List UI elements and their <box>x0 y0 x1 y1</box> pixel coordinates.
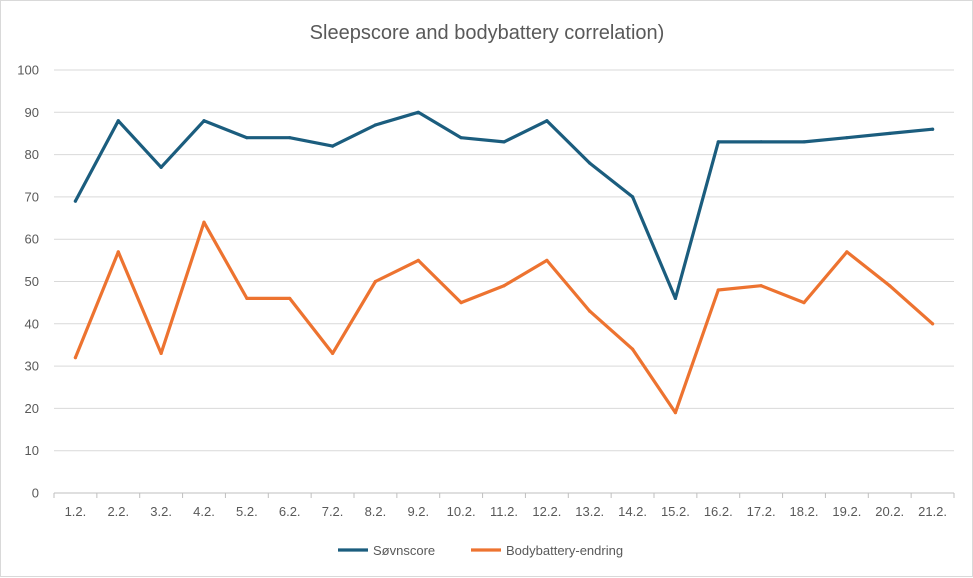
data-point <box>459 301 463 305</box>
data-point <box>73 356 78 360</box>
data-point <box>802 301 806 305</box>
data-point <box>288 136 292 140</box>
x-tick-label: 6.2. <box>279 504 301 519</box>
data-point <box>930 322 935 326</box>
y-tick-label: 60 <box>25 232 39 247</box>
legend-item-0: Søvnscore <box>338 543 435 558</box>
data-point <box>630 195 635 199</box>
data-point <box>888 131 892 136</box>
data-point <box>716 288 720 292</box>
data-point <box>759 284 763 288</box>
x-tick-label: 15.2. <box>661 504 690 519</box>
y-tick-label: 30 <box>25 359 39 374</box>
x-tick-label: 4.2. <box>193 504 215 519</box>
data-point <box>545 119 549 123</box>
data-point <box>930 127 935 131</box>
x-tick-label: 2.2. <box>107 504 129 519</box>
y-tick-label: 90 <box>25 105 39 120</box>
x-tick-label: 11.2. <box>490 504 518 519</box>
data-point <box>245 296 249 301</box>
data-point <box>630 347 635 351</box>
x-tick-label: 21.2. <box>918 504 947 519</box>
data-point <box>802 140 806 144</box>
data-point <box>416 258 420 262</box>
x-tick-label: 8.2. <box>365 504 387 519</box>
data-point <box>673 411 678 415</box>
data-point <box>373 279 378 284</box>
data-point <box>502 284 506 288</box>
data-point <box>888 284 892 288</box>
data-point <box>288 296 292 301</box>
y-tick-label: 50 <box>25 274 39 289</box>
data-point <box>116 119 120 123</box>
data-point <box>330 144 335 148</box>
data-point <box>845 136 849 140</box>
legend-label: Søvnscore <box>373 543 435 558</box>
data-point <box>459 136 463 140</box>
y-tick-label: 0 <box>32 486 39 501</box>
data-point <box>502 140 506 144</box>
data-point <box>588 309 592 313</box>
legend-label: Bodybattery-endring <box>506 543 623 558</box>
y-tick-label: 70 <box>25 189 39 204</box>
data-point <box>116 250 120 254</box>
x-tick-label: 1.2. <box>65 504 87 519</box>
series-line-0 <box>73 110 935 300</box>
y-tick-label: 100 <box>17 63 39 78</box>
data-point <box>716 140 720 144</box>
data-point <box>202 119 206 123</box>
data-point <box>202 220 206 224</box>
x-tick-label: 18.2. <box>790 504 819 519</box>
data-point <box>159 165 163 169</box>
x-tick-label: 9.2. <box>407 504 429 519</box>
data-point <box>373 123 378 127</box>
y-tick-label: 80 <box>25 147 39 162</box>
x-tick-label: 17.2. <box>747 504 776 519</box>
x-tick-label: 3.2. <box>150 504 172 519</box>
data-point <box>330 351 335 356</box>
x-tick-label: 12.2. <box>532 504 561 519</box>
x-tick-label: 5.2. <box>236 504 258 519</box>
data-point <box>673 296 678 301</box>
x-tick-label: 13.2. <box>575 504 604 519</box>
x-tick-label: 20.2. <box>875 504 904 519</box>
data-point <box>588 161 592 165</box>
y-tick-label: 40 <box>25 316 39 331</box>
data-point <box>845 250 849 254</box>
x-tick-label: 10.2. <box>447 504 476 519</box>
y-tick-label: 20 <box>25 401 39 416</box>
data-point <box>73 199 78 203</box>
y-tick-label: 10 <box>25 443 39 458</box>
data-point <box>545 258 549 262</box>
data-point <box>416 110 420 114</box>
legend-item-1: Bodybattery-endring <box>471 543 623 558</box>
x-tick-label: 19.2. <box>832 504 861 519</box>
data-point <box>759 140 763 144</box>
chart-title: Sleepscore and bodybattery correlation) <box>310 22 665 44</box>
x-tick-label: 14.2. <box>618 504 647 519</box>
data-point <box>245 136 249 140</box>
x-tick-label: 16.2. <box>704 504 733 519</box>
data-point <box>159 351 163 356</box>
series-line-1 <box>73 220 935 415</box>
x-tick-label: 7.2. <box>322 504 344 519</box>
